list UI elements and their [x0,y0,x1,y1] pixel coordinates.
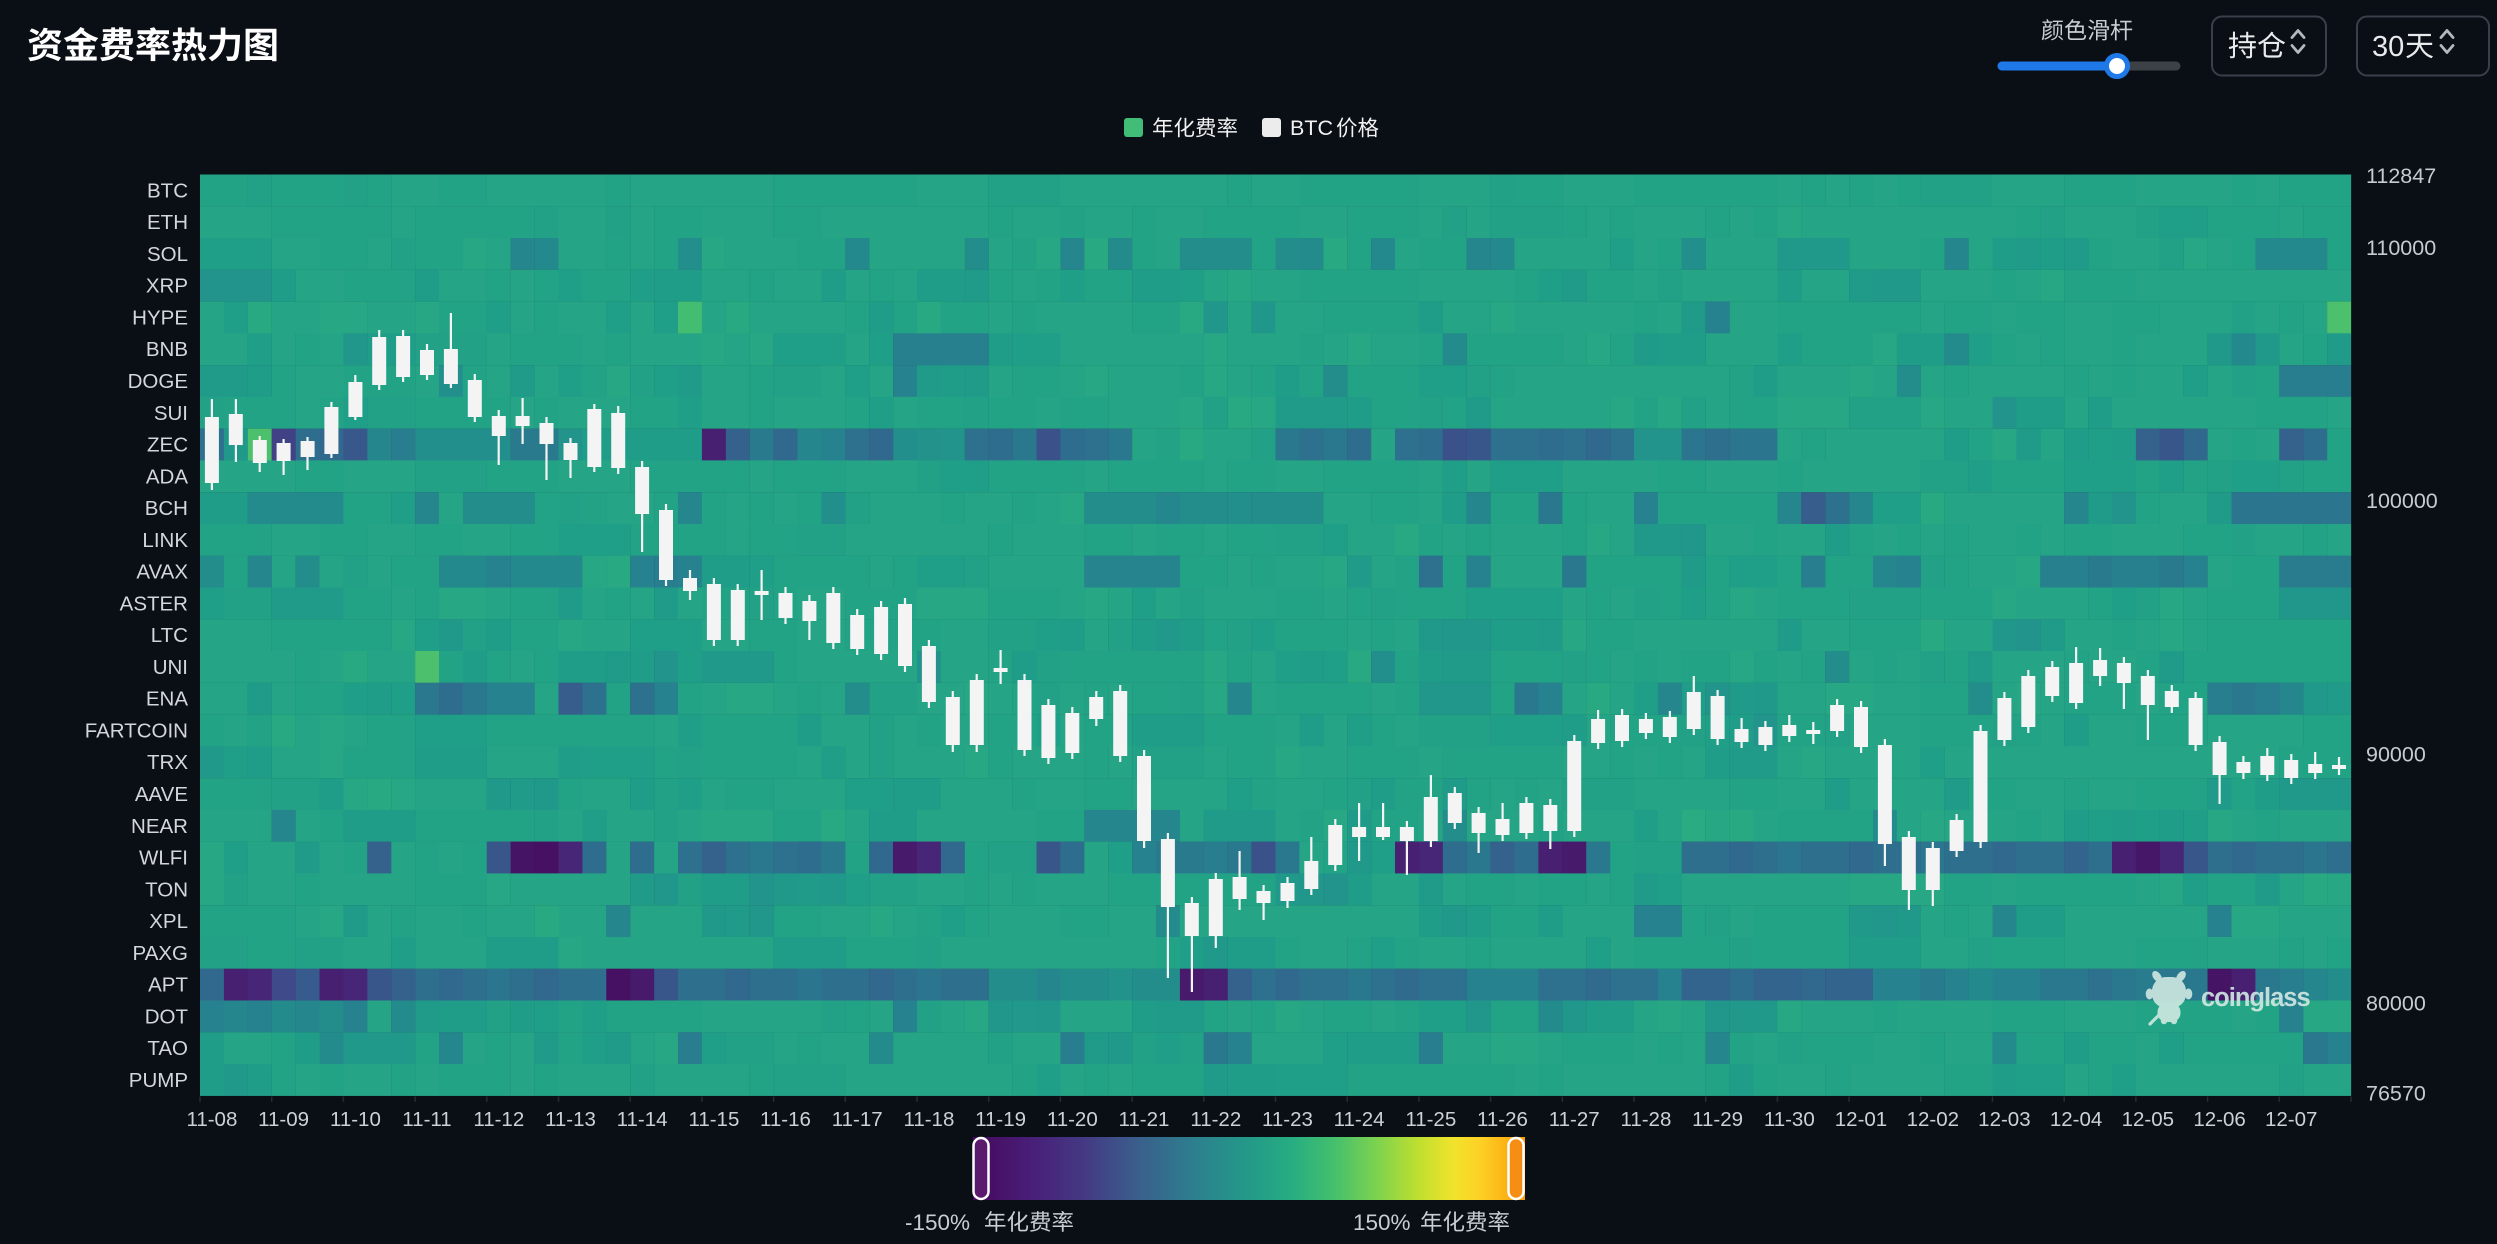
svg-text:PUMP: PUMP [129,1069,188,1092]
svg-text:FARTCOIN: FARTCOIN [85,720,188,743]
svg-text:11-29: 11-29 [1692,1108,1743,1131]
svg-text:11-17: 11-17 [832,1108,883,1131]
svg-text:112847: 112847 [2366,164,2436,188]
svg-text:11-28: 11-28 [1620,1108,1671,1131]
svg-text:90000: 90000 [2366,743,2426,767]
svg-text:12-05: 12-05 [2122,1108,2174,1131]
svg-text:11-20: 11-20 [1047,1108,1098,1131]
svg-text:BCH: BCH [145,497,188,520]
svg-text:110000: 110000 [2366,236,2436,260]
svg-text:ETH: ETH [147,211,188,234]
svg-text:ZEC: ZEC [147,434,188,457]
svg-text:11-08: 11-08 [186,1108,237,1131]
svg-text:12-02: 12-02 [1907,1108,1959,1131]
svg-text:ADA: ADA [146,465,188,488]
svg-text:coinglass: coinglass [2201,984,2310,1012]
svg-text:11-23: 11-23 [1262,1108,1313,1131]
svg-text:11-12: 11-12 [473,1108,524,1131]
svg-text:WLFI: WLFI [139,847,188,870]
svg-text:DOGE: DOGE [128,370,188,393]
svg-text:12-03: 12-03 [1978,1108,2030,1131]
svg-text:12-01: 12-01 [1835,1108,1887,1131]
svg-text:AVAX: AVAX [136,561,188,584]
svg-text:150%: 150% [1353,1210,1411,1235]
svg-text:12-07: 12-07 [2265,1108,2317,1131]
svg-text:11-21: 11-21 [1119,1108,1170,1131]
svg-text:11-15: 11-15 [688,1108,739,1131]
svg-text:11-24: 11-24 [1334,1108,1385,1131]
svg-text:80000: 80000 [2366,992,2426,1016]
svg-text:ENA: ENA [146,688,188,711]
svg-text:12-04: 12-04 [2050,1108,2102,1131]
svg-text:11-10: 11-10 [330,1108,381,1131]
svg-text:100000: 100000 [2366,489,2438,513]
svg-text:TON: TON [145,878,188,901]
svg-text:DOT: DOT [145,1005,189,1028]
svg-text:11-16: 11-16 [760,1108,811,1131]
svg-text:HYPE: HYPE [132,307,188,330]
svg-text:NEAR: NEAR [131,815,188,838]
svg-text:11-09: 11-09 [258,1108,309,1131]
svg-text:12-06: 12-06 [2193,1108,2245,1131]
svg-text:AAVE: AAVE [135,783,188,806]
svg-text:76570: 76570 [2366,1082,2426,1106]
svg-text:SUI: SUI [154,402,188,425]
svg-text:TAO: TAO [147,1037,188,1060]
svg-text:UNI: UNI [153,656,188,679]
svg-text:11-27: 11-27 [1549,1108,1600,1131]
svg-text:TRX: TRX [147,751,188,774]
svg-text:XPL: XPL [149,910,188,933]
svg-text:11-30: 11-30 [1764,1108,1815,1131]
svg-text:11-18: 11-18 [903,1108,954,1131]
svg-text:11-11: 11-11 [402,1108,451,1131]
svg-text:BTC: BTC [1290,116,1333,140]
svg-text:11-22: 11-22 [1190,1108,1241,1131]
svg-text:LTC: LTC [151,624,188,647]
svg-text:APT: APT [148,974,188,997]
svg-text:11-19: 11-19 [975,1108,1026,1131]
svg-text:SOL: SOL [147,243,188,266]
svg-text:11-13: 11-13 [545,1108,596,1131]
svg-text:11-14: 11-14 [617,1108,668,1131]
svg-text:XRP: XRP [146,275,188,298]
svg-text:LINK: LINK [142,529,188,552]
svg-text:BNB: BNB [146,338,188,361]
svg-text:PAXG: PAXG [133,942,188,965]
svg-text:11-25: 11-25 [1405,1108,1456,1131]
svg-text:30: 30 [2372,31,2404,63]
svg-text:ASTER: ASTER [120,592,188,615]
svg-text:BTC: BTC [147,179,188,202]
svg-text:-150%: -150% [905,1210,970,1235]
svg-text:11-26: 11-26 [1477,1108,1528,1131]
